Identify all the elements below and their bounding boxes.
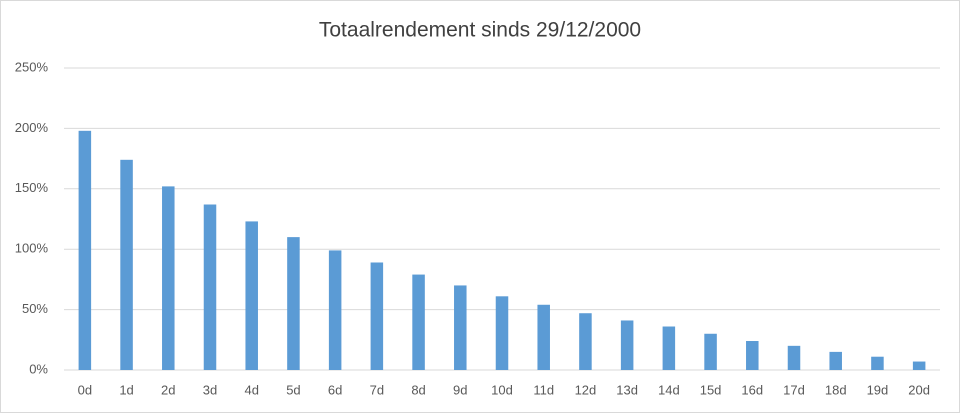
bar [662, 326, 676, 370]
x-tick-label: 10d [491, 382, 513, 397]
bar [162, 186, 175, 370]
x-tick-label: 1d [119, 382, 133, 397]
x-tick-label: 16d [741, 382, 763, 397]
bar [328, 250, 342, 370]
x-tick-label: 20d [908, 382, 930, 397]
x-tick-label: 9d [453, 382, 467, 397]
y-tick-label: 200% [15, 120, 49, 135]
bar [245, 221, 258, 370]
x-tick-label: 0d [78, 382, 92, 397]
x-tick-label: 14d [658, 382, 680, 397]
x-tick-label: 15d [700, 382, 722, 397]
bar [871, 356, 884, 370]
chart-title: Totaalrendement sinds 29/12/2000 [319, 19, 641, 42]
bar [203, 204, 217, 370]
bar [829, 351, 842, 370]
bar [537, 304, 550, 370]
bar [620, 320, 634, 370]
x-tick-label: 12d [575, 382, 597, 397]
x-tick-label: 2d [161, 382, 175, 397]
bar [454, 285, 467, 370]
x-tick-label: 7d [370, 382, 384, 397]
y-tick-label: 0% [29, 361, 48, 376]
bar [787, 345, 801, 370]
x-tick-label: 3d [203, 382, 217, 397]
x-tick-label: 8d [411, 382, 425, 397]
y-tick-label: 150% [15, 180, 49, 195]
x-tick-label: 13d [616, 382, 638, 397]
x-tick-label: 4d [244, 382, 258, 397]
x-tick-label: 5d [286, 382, 300, 397]
bar [746, 341, 759, 370]
bar [579, 313, 592, 370]
x-tick-label: 17d [783, 382, 805, 397]
bar [495, 296, 509, 370]
y-tick-label: 100% [15, 241, 49, 256]
bar [370, 262, 384, 370]
x-tick-label: 18d [825, 382, 847, 397]
y-tick-label: 250% [15, 59, 49, 74]
bar [287, 237, 300, 370]
bar [912, 361, 926, 370]
x-tick-label: 19d [867, 382, 889, 397]
x-tick-label: 11d [533, 382, 554, 397]
bar [412, 274, 425, 370]
y-tick-label: 50% [22, 301, 48, 316]
bar [120, 159, 133, 370]
x-tick-label: 6d [328, 382, 342, 397]
bar [78, 130, 92, 370]
bar [704, 333, 717, 370]
